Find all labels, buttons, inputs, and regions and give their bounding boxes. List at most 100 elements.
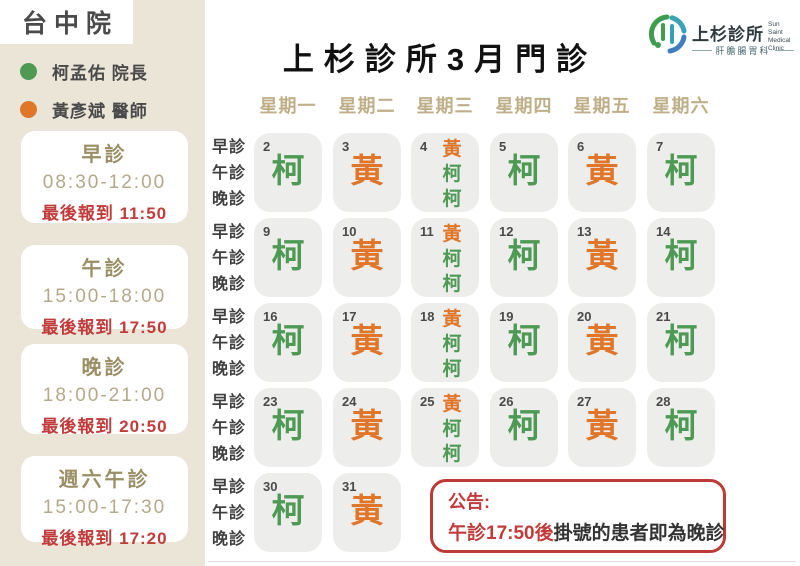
day-cell-19: 19 柯 <box>490 303 558 382</box>
notice-heading: 公告: <box>448 492 490 512</box>
session-card-saturday-afternoon: 週六午診 15:00-17:30 最後報到 17:20 <box>21 456 188 548</box>
doctor-mark: 柯 <box>442 419 462 440</box>
doctor-mark: 柯 <box>664 237 698 274</box>
department-label: 肝膽腸胃科 <box>715 46 771 56</box>
clinic-logo: 上杉診所 Sun Saint Medical Clinic 肝膽腸胃科 <box>648 12 795 60</box>
session-row-label: 早診 <box>212 139 247 156</box>
weekday-header-fri: 星期五 <box>573 96 631 116</box>
doctor-mark: 柯 <box>271 407 305 444</box>
session-row-label: 午診 <box>212 165 247 182</box>
legend-item-huang: 黃彥斌 醫師 <box>20 94 148 124</box>
doctor-mark: 柯 <box>507 237 541 274</box>
doctor-mark: 柯 <box>442 274 462 295</box>
doctor-mark: 黃 <box>350 407 384 444</box>
doctor-mark: 柯 <box>442 359 462 380</box>
doctor-mark: 黃 <box>442 139 462 160</box>
session-last-checkin: 最後報到 11:50 <box>41 204 168 223</box>
day-cell-26: 26 柯 <box>490 388 558 467</box>
day-number: 2 <box>263 139 271 154</box>
doctor-mark: 柯 <box>507 322 541 359</box>
doctor-mark: 黃 <box>442 394 462 415</box>
session-title: 早診 <box>81 144 128 166</box>
doctor-stack: 黃柯柯 <box>442 137 461 212</box>
session-row-labels: 早診 午診 晚診 <box>212 135 254 213</box>
doctor-stack: 黃柯柯 <box>442 222 461 297</box>
day-cell-25: 25 黃柯柯 <box>411 388 479 467</box>
day-number: 30 <box>263 479 278 494</box>
doctor-mark: 柯 <box>442 164 462 185</box>
weekday-header-mon: 星期一 <box>259 96 317 116</box>
session-title: 午診 <box>81 258 128 280</box>
clinic-logo-icon <box>648 14 687 54</box>
doctor-mark: 柯 <box>271 152 305 189</box>
day-number: 14 <box>656 224 671 239</box>
day-number: 13 <box>577 224 592 239</box>
session-row-label: 早診 <box>212 224 247 241</box>
day-cell-27: 27 黃 <box>568 388 636 467</box>
day-cell-18: 18 黃柯柯 <box>411 303 479 382</box>
session-card-afternoon: 午診 15:00-18:00 最後報到 17:50 <box>21 245 188 337</box>
day-cell-12: 12 柯 <box>490 218 558 297</box>
session-row-label: 午診 <box>212 335 247 352</box>
session-time: 18:00-21:00 <box>42 385 167 406</box>
doctor-stack: 黃柯柯 <box>442 307 461 382</box>
day-number: 9 <box>263 224 271 239</box>
day-number: 18 <box>420 309 435 324</box>
day-number: 19 <box>499 309 514 324</box>
doctor-mark: 黃 <box>585 322 619 359</box>
divider <box>692 50 712 51</box>
day-cell-13: 13 黃 <box>568 218 636 297</box>
session-row-label: 早診 <box>212 309 247 326</box>
day-cell-23: 23 柯 <box>254 388 322 467</box>
day-cell-28: 28 柯 <box>647 388 715 467</box>
day-number: 20 <box>577 309 592 324</box>
doctor-mark: 黃 <box>350 492 384 529</box>
session-row-label: 午診 <box>212 250 247 267</box>
day-number: 10 <box>342 224 357 239</box>
session-last-checkin: 最後報到 17:20 <box>41 529 168 548</box>
session-last-checkin: 最後報到 17:50 <box>41 318 168 337</box>
day-number: 23 <box>263 394 278 409</box>
clinic-name-zh: 上杉診所 <box>692 25 764 44</box>
legend-item-ko: 柯孟佑 院長 <box>20 56 148 86</box>
session-title: 週六午診 <box>58 469 151 491</box>
session-row-label: 晚診 <box>212 276 247 293</box>
day-number: 7 <box>656 139 664 154</box>
session-row-labels: 早診 午診 晚診 <box>212 305 254 383</box>
day-cell-16: 16 柯 <box>254 303 322 382</box>
doctor-mark: 柯 <box>442 444 462 465</box>
day-number: 11 <box>420 224 434 239</box>
doctor-mark: 柯 <box>664 407 698 444</box>
doctor-mark: 黃 <box>585 237 619 274</box>
day-number: 26 <box>499 394 514 409</box>
session-last-checkin: 最後報到 20:50 <box>41 417 168 436</box>
session-row-label: 晚診 <box>212 191 247 208</box>
session-row-labels: 早診 午診 晚診 <box>212 220 254 298</box>
legend-label: 黃彥斌 醫師 <box>52 101 148 121</box>
day-cell-17: 17 黃 <box>333 303 401 382</box>
doctor-mark: 柯 <box>664 322 698 359</box>
doctor-mark: 柯 <box>271 322 305 359</box>
doctor-mark: 柯 <box>507 407 541 444</box>
doctor-mark: 柯 <box>442 334 462 355</box>
day-number: 12 <box>499 224 514 239</box>
day-number: 3 <box>342 139 350 154</box>
notice-text-dark: 掛號的患者即為晚診 <box>553 523 725 544</box>
notice-text: 午診17:50後掛號的患者即為晚診 <box>448 518 725 545</box>
page-title: 上杉診所3月門診 <box>282 42 598 77</box>
doctor-mark: 柯 <box>442 189 462 210</box>
doctor-mark: 黃 <box>442 224 462 245</box>
session-row-label: 午診 <box>212 505 247 522</box>
doctor-mark: 黃 <box>350 237 384 274</box>
day-cell-10: 10 黃 <box>333 218 401 297</box>
day-number: 5 <box>499 139 507 154</box>
branch-name: 台中院 <box>21 10 118 38</box>
green-dot-icon <box>20 62 37 80</box>
doctor-mark: 黃 <box>585 407 619 444</box>
